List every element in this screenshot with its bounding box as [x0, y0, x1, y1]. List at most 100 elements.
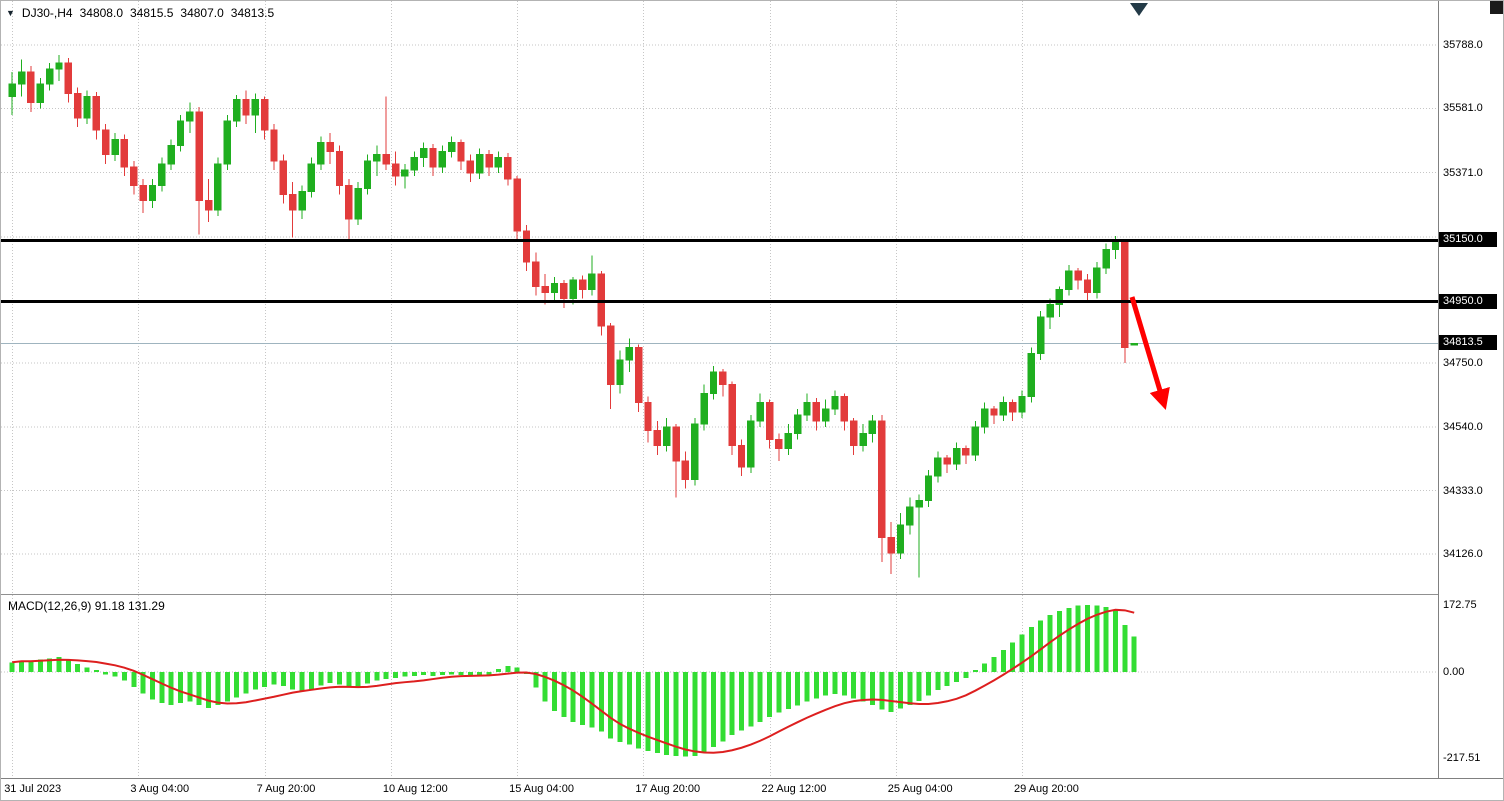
- macd-histogram-bar: [897, 672, 903, 709]
- macd-histogram-bar: [598, 672, 604, 732]
- ohlc-open: 34808.0: [79, 6, 123, 20]
- macd-histogram-bar: [552, 672, 557, 711]
- macd-histogram-bar: [383, 672, 389, 680]
- macd-histogram-bar: [1094, 605, 1100, 672]
- macd-histogram-bar: [692, 672, 698, 756]
- macd-histogram-bar: [1131, 636, 1137, 672]
- macd-histogram-bar: [1075, 605, 1081, 672]
- candle-body: [130, 166, 138, 186]
- price-axis-label: 35788.0: [1443, 39, 1483, 51]
- macd-histogram-bar: [56, 657, 62, 672]
- macd-histogram-bar: [65, 660, 71, 672]
- macd-axis-label: -217.51: [1443, 752, 1481, 764]
- candle-body: [298, 190, 306, 211]
- macd-histogram-bar: [795, 672, 801, 706]
- candle-body: [821, 408, 830, 422]
- macd-histogram-bar: [84, 667, 90, 672]
- macd-histogram-bar: [1019, 634, 1025, 672]
- candle-body: [382, 154, 390, 165]
- candle-body: [120, 138, 129, 168]
- macd-histogram-bar: [252, 672, 258, 690]
- panel-separator[interactable]: [1, 594, 1438, 595]
- macd-signal-line: [12, 608, 1135, 754]
- macd-histogram-bar: [626, 672, 632, 745]
- candle-body: [504, 157, 512, 180]
- candle-body: [242, 99, 250, 116]
- macd-histogram-bar: [1047, 615, 1053, 672]
- candle-body: [990, 408, 998, 416]
- price-axis[interactable]: 35788.035581.035371.035161.034750.034540…: [1438, 1, 1503, 778]
- candle-body: [111, 138, 119, 156]
- macd-histogram-bar: [430, 672, 436, 676]
- candle-body: [765, 402, 774, 440]
- candle-body: [158, 163, 166, 186]
- candle-body: [513, 178, 521, 232]
- candle-body: [92, 95, 101, 131]
- candle-body: [663, 426, 671, 447]
- symbol-ohlc-header: ▼ DJ30-,H4 34808.0 34815.5 34807.0 34813…: [6, 6, 274, 20]
- candle-body: [148, 184, 157, 202]
- candle-body: [906, 506, 914, 526]
- candle-body: [466, 160, 475, 174]
- macd-histogram-bar: [608, 672, 614, 739]
- candle-body: [83, 95, 91, 119]
- candle-body: [1121, 239, 1129, 349]
- macd-histogram-bar: [645, 672, 651, 751]
- macd-histogram-bar: [393, 672, 399, 678]
- macd-histogram-bar: [495, 668, 501, 672]
- candle-body: [1018, 396, 1026, 413]
- macd-histogram-bar: [869, 672, 875, 705]
- macd-histogram-bar: [149, 672, 155, 700]
- macd-histogram-bar: [308, 672, 314, 690]
- time-axis-label: 17 Aug 20:00: [635, 783, 701, 795]
- macd-histogram-bar: [178, 672, 183, 704]
- macd-histogram-bar: [767, 672, 773, 717]
- candle-body: [850, 420, 858, 447]
- candle-body: [522, 230, 531, 263]
- candle-body: [73, 92, 82, 119]
- macd-histogram-bar: [234, 672, 240, 698]
- candle-body: [317, 141, 325, 165]
- candle-body: [307, 163, 316, 192]
- candle-body: [980, 408, 989, 428]
- macd-histogram-bar: [813, 672, 819, 699]
- macd-histogram-bar: [1103, 606, 1109, 672]
- macd-indicator-canvas[interactable]: [1, 595, 1438, 778]
- price-axis-label: 34126.0: [1443, 548, 1483, 560]
- candle-body: [1130, 342, 1138, 346]
- candle-body: [335, 151, 344, 186]
- macd-histogram-bar: [1122, 625, 1128, 672]
- macd-histogram-bar: [215, 672, 221, 706]
- candle-body: [167, 144, 175, 165]
- candle-body: [401, 169, 409, 177]
- candle-body: [616, 359, 624, 385]
- current-price-badge: 34813.5: [1439, 335, 1497, 351]
- macd-histogram-bar: [9, 662, 15, 672]
- macd-histogram-bar: [47, 658, 53, 672]
- candle-body: [681, 460, 690, 480]
- price-chart-canvas[interactable]: [1, 1, 1438, 594]
- chart-shift-marker[interactable]: [1130, 3, 1148, 16]
- macd-histogram-bar: [262, 672, 268, 687]
- candle-body: [64, 62, 72, 94]
- candle-body: [1008, 402, 1017, 413]
- candle-body: [578, 279, 587, 290]
- candle-body: [634, 347, 643, 404]
- macd-axis-label: 0.00: [1443, 666, 1465, 678]
- macd-histogram-bar: [982, 663, 988, 672]
- trend-arrow[interactable]: [1129, 296, 1170, 411]
- candle-body: [560, 282, 568, 300]
- candle-body: [709, 371, 718, 395]
- macd-histogram-bar: [290, 672, 296, 690]
- candle-body: [27, 71, 35, 104]
- macd-histogram-bar: [346, 672, 352, 688]
- macd-histogram-bar: [710, 672, 716, 747]
- macd-histogram-bar: [75, 664, 81, 672]
- time-axis[interactable]: 31 Jul 2023 3 Aug 04:00 7 Aug 20:00 10 Aug …: [1, 778, 1503, 800]
- candle-body: [784, 432, 792, 450]
- candle-body: [644, 402, 652, 431]
- macd-histogram-bar: [449, 672, 455, 675]
- candle-body: [756, 402, 764, 422]
- macd-histogram-bar: [935, 672, 941, 690]
